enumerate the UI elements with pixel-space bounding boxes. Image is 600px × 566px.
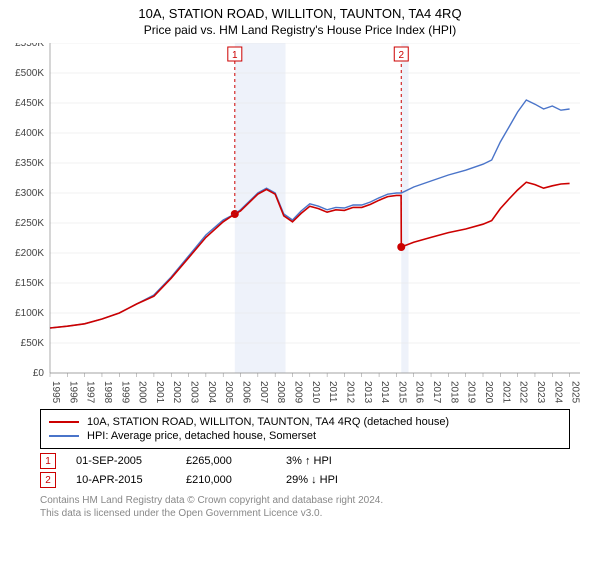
chart-title-sub: Price paid vs. HM Land Registry's House … bbox=[0, 23, 600, 37]
svg-text:2021: 2021 bbox=[500, 381, 511, 403]
sale-row: 1 01-SEP-2005 £265,000 3% ↑ HPI bbox=[40, 453, 570, 469]
sale-pct: 29% ↓ HPI bbox=[286, 474, 376, 486]
svg-text:2003: 2003 bbox=[189, 381, 200, 403]
legend-item-hpi: HPI: Average price, detached house, Some… bbox=[49, 430, 561, 442]
sale-marker-icon: 2 bbox=[40, 472, 56, 488]
sale-price: £210,000 bbox=[186, 474, 266, 486]
svg-text:1995: 1995 bbox=[50, 381, 61, 403]
footer-line: This data is licensed under the Open Gov… bbox=[40, 507, 570, 520]
svg-text:£100K: £100K bbox=[15, 308, 44, 319]
sale-date: 01-SEP-2005 bbox=[76, 455, 166, 467]
sale-marker-icon: 1 bbox=[40, 453, 56, 469]
svg-text:2012: 2012 bbox=[344, 381, 355, 403]
svg-text:1999: 1999 bbox=[119, 381, 130, 403]
legend-swatch bbox=[49, 421, 79, 423]
svg-text:2000: 2000 bbox=[137, 381, 148, 403]
sale-price: £265,000 bbox=[186, 455, 266, 467]
svg-text:£300K: £300K bbox=[15, 188, 44, 199]
svg-text:2022: 2022 bbox=[518, 381, 529, 403]
svg-text:2018: 2018 bbox=[448, 381, 459, 403]
svg-text:£250K: £250K bbox=[15, 218, 44, 229]
svg-text:1997: 1997 bbox=[85, 381, 96, 403]
footer-line: Contains HM Land Registry data © Crown c… bbox=[40, 494, 570, 507]
svg-text:£400K: £400K bbox=[15, 128, 44, 139]
legend-item-property: 10A, STATION ROAD, WILLITON, TAUNTON, TA… bbox=[49, 416, 561, 428]
svg-text:2023: 2023 bbox=[535, 381, 546, 403]
svg-text:£50K: £50K bbox=[21, 338, 45, 349]
svg-text:£500K: £500K bbox=[15, 68, 44, 79]
legend-label: HPI: Average price, detached house, Some… bbox=[87, 430, 316, 442]
sale-row: 2 10-APR-2015 £210,000 29% ↓ HPI bbox=[40, 472, 570, 488]
sale-date: 10-APR-2015 bbox=[76, 474, 166, 486]
svg-text:2006: 2006 bbox=[241, 381, 252, 403]
svg-text:2017: 2017 bbox=[431, 381, 442, 403]
svg-text:£150K: £150K bbox=[15, 278, 44, 289]
svg-text:2011: 2011 bbox=[327, 381, 338, 403]
legend-swatch bbox=[49, 435, 79, 437]
svg-text:2008: 2008 bbox=[275, 381, 286, 403]
legend: 10A, STATION ROAD, WILLITON, TAUNTON, TA… bbox=[40, 409, 570, 449]
svg-text:2004: 2004 bbox=[206, 381, 217, 403]
svg-text:2002: 2002 bbox=[171, 381, 182, 403]
svg-text:2014: 2014 bbox=[379, 381, 390, 403]
svg-text:2024: 2024 bbox=[552, 381, 563, 403]
svg-text:2005: 2005 bbox=[223, 381, 234, 403]
svg-text:2019: 2019 bbox=[466, 381, 477, 403]
legend-label: 10A, STATION ROAD, WILLITON, TAUNTON, TA… bbox=[87, 416, 449, 428]
chart-title-address: 10A, STATION ROAD, WILLITON, TAUNTON, TA… bbox=[0, 6, 600, 21]
svg-text:2001: 2001 bbox=[154, 381, 165, 403]
footer-attribution: Contains HM Land Registry data © Crown c… bbox=[40, 494, 570, 520]
svg-text:2025: 2025 bbox=[570, 381, 581, 403]
svg-text:2: 2 bbox=[398, 50, 404, 61]
svg-text:2007: 2007 bbox=[258, 381, 269, 403]
svg-text:2013: 2013 bbox=[362, 381, 373, 403]
sales-table: 1 01-SEP-2005 £265,000 3% ↑ HPI 2 10-APR… bbox=[40, 453, 570, 488]
svg-text:£550K: £550K bbox=[15, 43, 44, 49]
svg-text:1: 1 bbox=[232, 50, 238, 61]
svg-text:2020: 2020 bbox=[483, 381, 494, 403]
svg-text:2015: 2015 bbox=[396, 381, 407, 403]
svg-text:2010: 2010 bbox=[310, 381, 321, 403]
svg-text:£350K: £350K bbox=[15, 158, 44, 169]
svg-text:£200K: £200K bbox=[15, 248, 44, 259]
svg-text:1998: 1998 bbox=[102, 381, 113, 403]
sale-pct: 3% ↑ HPI bbox=[286, 455, 376, 467]
svg-text:2009: 2009 bbox=[292, 381, 303, 403]
svg-text:£0: £0 bbox=[33, 368, 45, 379]
svg-text:2016: 2016 bbox=[414, 381, 425, 403]
chart-area: £0 £50K £100K £150K £200K £250K £300K £350K £400… bbox=[0, 43, 600, 403]
svg-text:£450K: £450K bbox=[15, 98, 44, 109]
line-chart: £0 £50K £100K £150K £200K £250K £300K £350K £400… bbox=[0, 43, 600, 403]
svg-text:1996: 1996 bbox=[67, 381, 78, 403]
